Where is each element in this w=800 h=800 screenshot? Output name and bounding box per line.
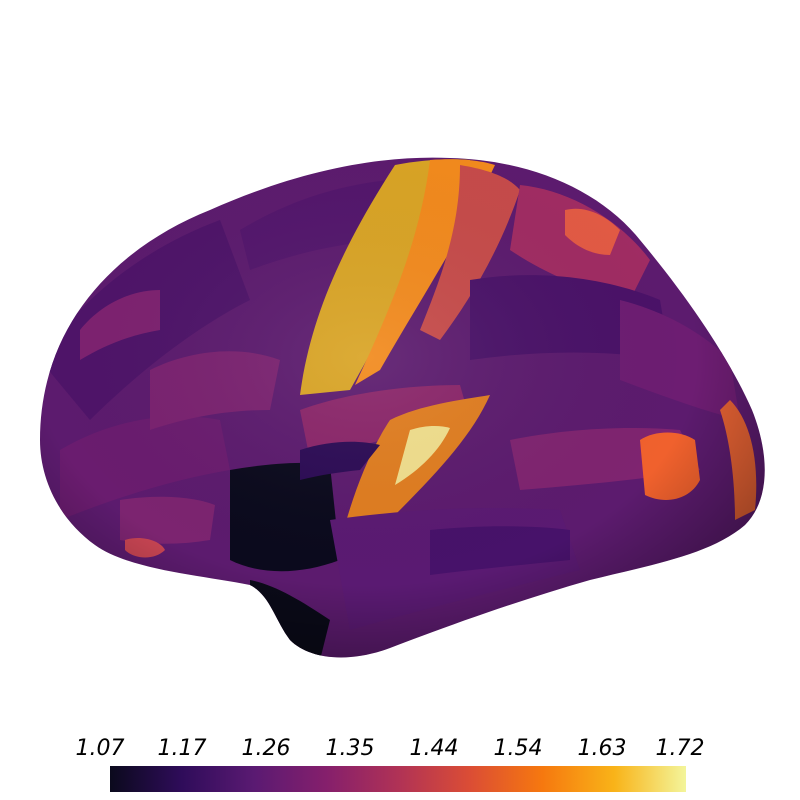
colorbar-tick-label: 1.26 <box>241 736 291 761</box>
colorbar-tick-label: 1.72 <box>655 736 705 761</box>
colorbar-tick-label: 1.35 <box>325 736 375 761</box>
colorbar-tick-labels: 1.07 1.17 1.26 1.35 1.44 1.54 1.63 1.72 <box>70 736 730 766</box>
colorbar-tick-label: 1.44 <box>409 736 459 761</box>
colorbar <box>110 766 686 792</box>
colorbar-tick-label: 1.07 <box>75 736 125 761</box>
colorbar-tick-label: 1.63 <box>577 736 627 761</box>
colorbar-tick-label: 1.17 <box>157 736 207 761</box>
colorbar-tick-label: 1.54 <box>493 736 543 761</box>
